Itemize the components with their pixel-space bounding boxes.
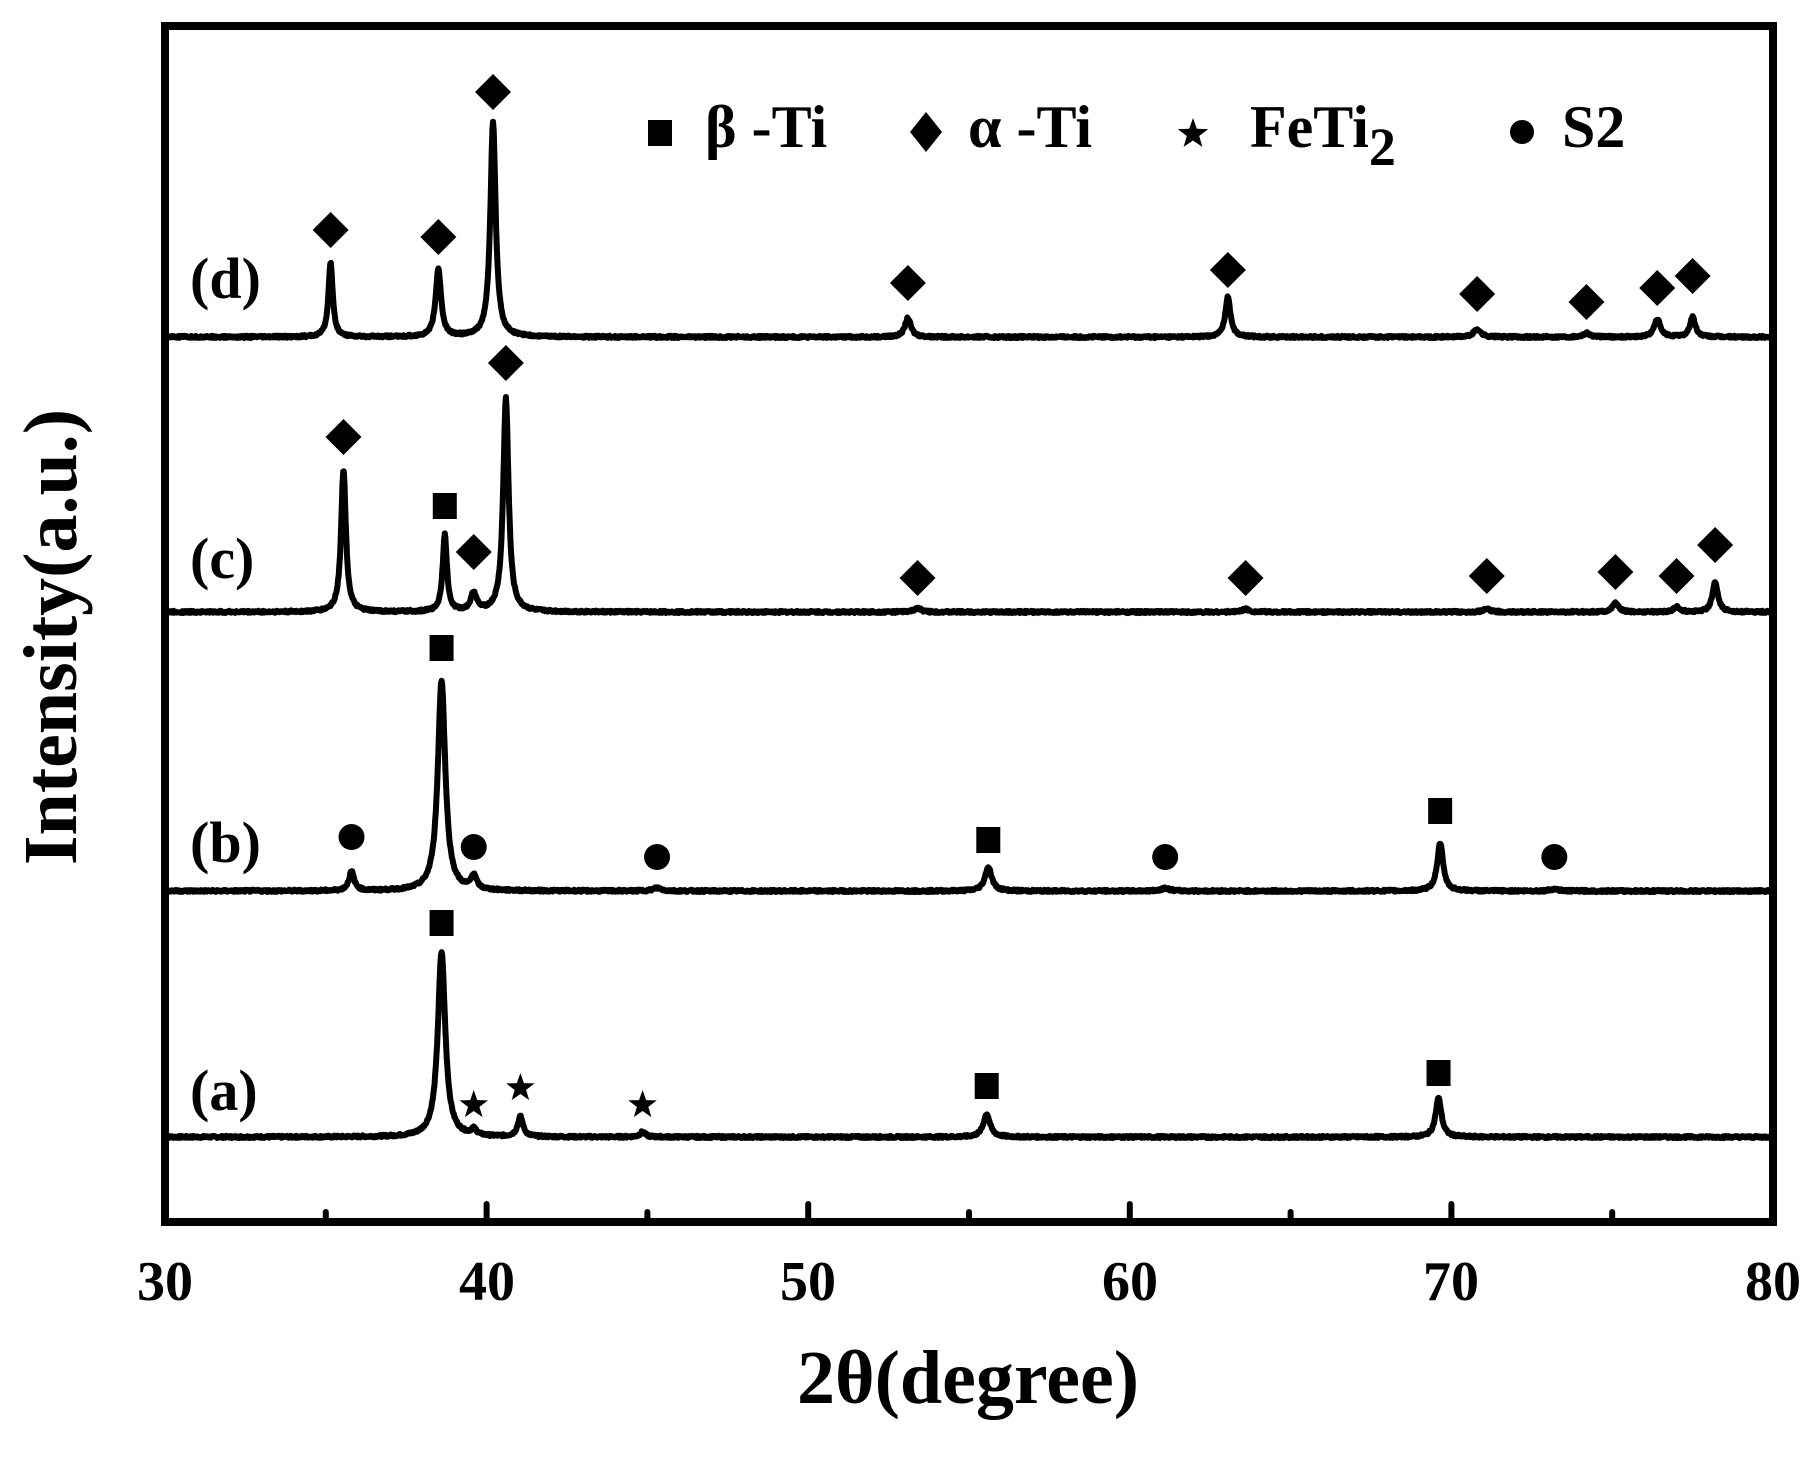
x-tick-label-80: 80	[1745, 1251, 1801, 1313]
alpha-ti-diamond-icon	[325, 419, 362, 455]
alpha-ti-diamond-icon	[889, 265, 926, 301]
x-tick-label-40: 40	[459, 1251, 515, 1313]
x-axis-title: 2θ(degree)	[797, 1336, 1139, 1420]
legend-circle-icon	[1510, 120, 1534, 144]
beta-ti-square-icon	[976, 827, 1001, 853]
legend-label-beta-ti: β -Ti	[705, 94, 827, 160]
plot-frame	[161, 22, 1777, 1226]
beta-ti-square-icon	[1426, 1060, 1451, 1086]
alpha-ti-diamond-icon	[455, 534, 492, 570]
curve-label-a: (a)	[190, 1058, 258, 1123]
alpha-ti-diamond-icon	[1639, 270, 1676, 306]
x-tick-label-30: 30	[137, 1251, 193, 1313]
beta-ti-square-icon	[974, 1073, 999, 1099]
feti2-star-icon	[628, 1090, 657, 1118]
feti2-star-icon	[459, 1090, 488, 1118]
s2-circle-icon	[1152, 844, 1179, 870]
alpha-ti-diamond-icon	[1658, 558, 1695, 594]
alpha-ti-diamond-icon	[1468, 558, 1505, 594]
legend-square-icon	[648, 120, 672, 146]
x-tick-label-60: 60	[1102, 1251, 1158, 1313]
s2-circle-icon	[644, 844, 671, 870]
s2-circle-icon	[460, 834, 487, 860]
feti2-star-icon	[506, 1073, 535, 1101]
beta-ti-square-icon	[429, 910, 454, 936]
alpha-ti-diamond-icon	[475, 74, 512, 110]
legend-diamond-icon	[910, 112, 942, 152]
alpha-ti-diamond-icon	[1597, 554, 1634, 590]
beta-ti-square-icon	[1428, 798, 1453, 824]
alpha-ti-diamond-icon	[420, 219, 457, 255]
alpha-ti-diamond-icon	[1227, 560, 1264, 596]
alpha-ti-diamond-icon	[312, 212, 349, 248]
alpha-ti-diamond-icon	[487, 345, 524, 381]
legend: β -Ti α -Ti FeTi2 S2	[648, 94, 1625, 177]
phase-markers	[312, 74, 1734, 1118]
xrd-curve-b	[162, 677, 1776, 896]
curve-label-d: (d)	[190, 246, 261, 311]
alpha-ti-diamond-icon	[1459, 276, 1496, 312]
s2-circle-icon	[338, 824, 365, 850]
y-axis-title: Intensity(a.u.)	[9, 409, 93, 865]
legend-subscript: 2	[1369, 117, 1396, 177]
beta-ti-square-icon	[429, 635, 454, 661]
curve-label-c: (c)	[190, 526, 254, 591]
alpha-ti-diamond-icon	[1209, 252, 1246, 288]
alpha-ti-diamond-icon	[1697, 527, 1734, 563]
legend-star-icon	[1177, 118, 1209, 147]
s2-circle-icon	[1541, 844, 1568, 870]
xrd-curve-a	[162, 949, 1776, 1142]
xrd-curves	[162, 118, 1776, 1142]
legend-label-s2: S2	[1562, 94, 1625, 160]
legend-label-feti2: FeTi2	[1250, 94, 1396, 177]
alpha-ti-diamond-icon	[899, 560, 936, 596]
legend-label-alpha-ti: α -Ti	[968, 94, 1092, 160]
alpha-ti-diamond-icon	[1674, 258, 1711, 294]
beta-ti-square-icon	[432, 493, 457, 519]
x-axis-ticks	[322, 1201, 1616, 1225]
x-tick-label-50: 50	[780, 1251, 836, 1313]
curve-label-b: (b)	[190, 810, 261, 875]
alpha-ti-diamond-icon	[1568, 284, 1605, 320]
xrd-curve-c	[162, 394, 1776, 617]
xrd-curve-d	[162, 118, 1776, 342]
x-tick-label-70: 70	[1423, 1251, 1479, 1313]
